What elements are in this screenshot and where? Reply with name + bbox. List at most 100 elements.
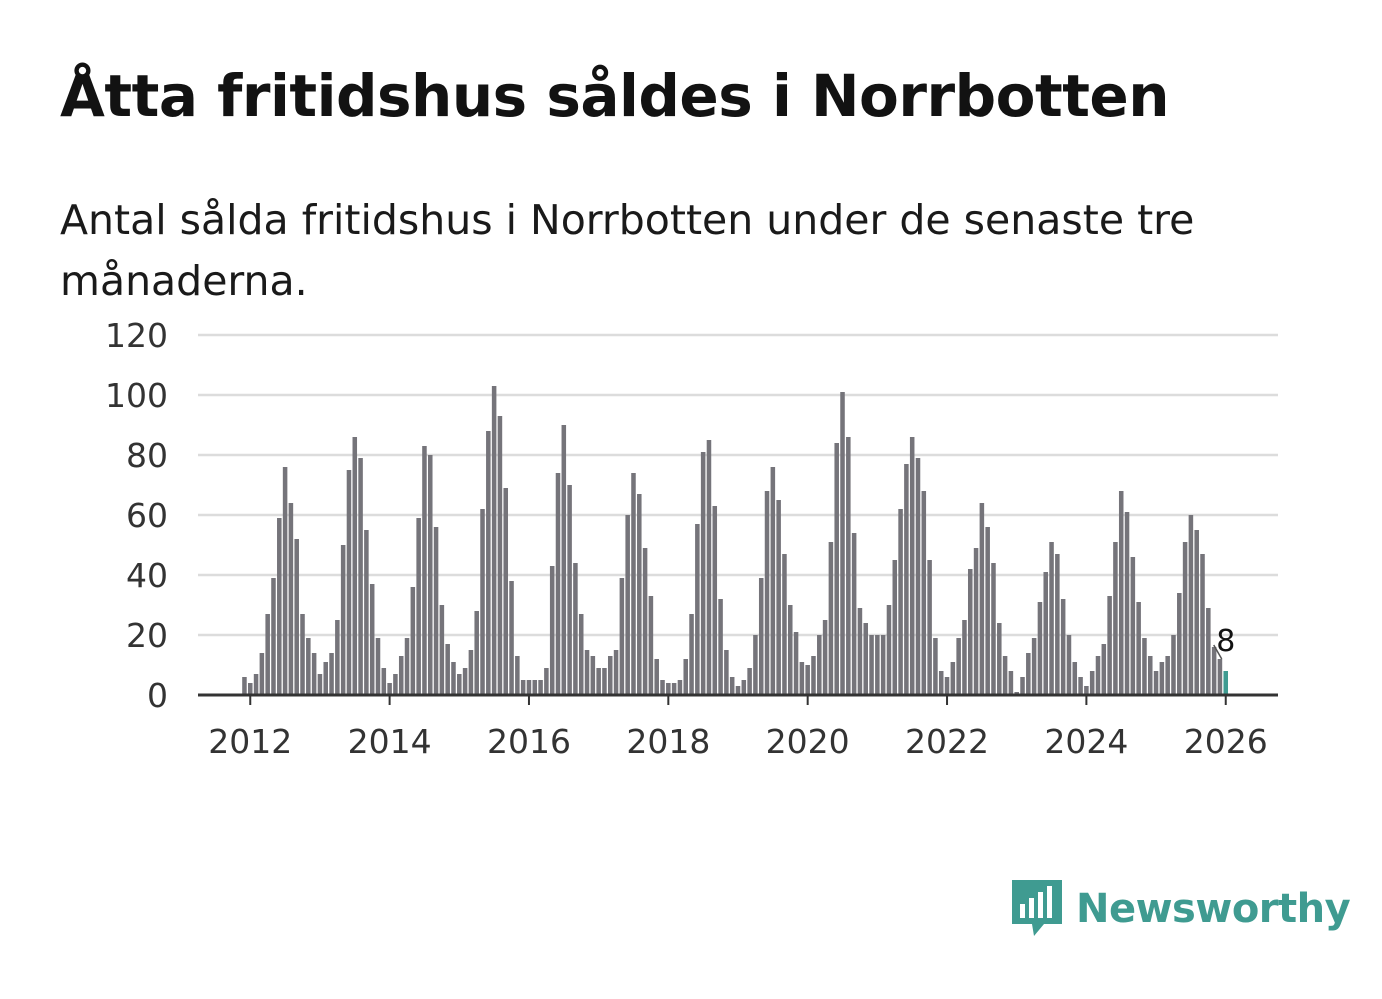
bar [288,503,294,695]
x-axis-ticks: 2012 2014 2016 2018 2020 2022 2024 2026 [208,695,1268,761]
x-tick-label: 2014 [348,722,432,761]
bar [944,677,950,695]
bar [747,668,752,695]
bar [904,464,909,695]
bar [729,677,735,695]
x-tick-label: 2012 [208,722,292,761]
bar [259,653,265,695]
bar [503,488,509,695]
bar [1066,635,1072,695]
bar [277,518,282,695]
bar [619,578,625,695]
bar [393,674,398,695]
bar [1206,608,1211,695]
bar [1107,596,1112,695]
bar [433,527,439,695]
bar [967,569,973,695]
bar [811,656,816,695]
bar [851,533,857,695]
bar [706,440,712,695]
bar [364,530,369,695]
bar [1159,662,1165,695]
bar [1072,662,1078,695]
x-tick-label: 2022 [905,722,989,761]
bar [840,392,845,695]
bar [410,587,416,695]
bar [520,680,526,695]
bar [625,515,630,695]
bar [265,614,270,695]
newsworthy-logo[interactable]: Newsworthy [1010,878,1351,940]
y-tick-label: 100 [105,376,168,415]
bar [462,668,468,695]
bar [1217,659,1223,695]
bar [561,425,567,695]
bar [1055,554,1060,695]
bar [828,542,834,695]
bar [921,491,927,695]
y-tick-label: 0 [147,676,168,715]
bar [584,650,590,695]
bar [683,659,689,695]
bar [242,677,247,695]
bar [695,524,700,695]
annotation-leader [1213,644,1223,660]
bar [979,503,985,695]
bar [758,578,764,695]
bar [770,467,776,695]
bar [416,518,421,695]
bar [1095,656,1101,695]
bar [602,668,607,695]
bar [515,656,520,695]
bar [875,635,880,695]
bar [1089,671,1095,695]
bar [567,485,572,695]
bar [1124,512,1130,695]
bar [915,458,921,695]
bar [375,638,381,695]
bar [486,431,491,695]
bar [880,635,886,695]
bar [323,662,329,695]
bar [474,611,479,695]
bar [834,443,839,695]
bar [869,635,874,695]
bar [1177,593,1182,695]
bar [782,554,787,695]
bar [1084,686,1089,695]
bar [1194,530,1199,695]
bar [1008,671,1014,695]
bar [404,638,410,695]
bar [991,563,996,695]
bar [340,545,346,695]
bar [369,584,375,695]
latest-value-label: 8 [1216,624,1235,659]
bar [1153,671,1159,695]
bar [613,650,619,695]
bar [973,548,979,695]
bar [1037,602,1043,695]
bar [642,548,648,695]
bar [822,620,828,695]
bar [799,662,805,695]
bars [242,386,1229,695]
bar [1060,599,1066,695]
bar [764,491,770,695]
bar [938,671,944,695]
bar [311,653,317,695]
brand-name: Newsworthy [1076,886,1351,932]
bar [793,632,799,695]
bar [1142,638,1147,695]
bar [480,509,485,695]
bar [1002,656,1008,695]
x-tick-label: 2016 [487,722,571,761]
bar [607,656,613,695]
bar [1118,491,1124,695]
bar [538,680,543,695]
bar [689,614,694,695]
bar [962,620,967,695]
bar [335,620,340,695]
y-tick-label: 20 [126,616,168,655]
bar [735,686,741,695]
